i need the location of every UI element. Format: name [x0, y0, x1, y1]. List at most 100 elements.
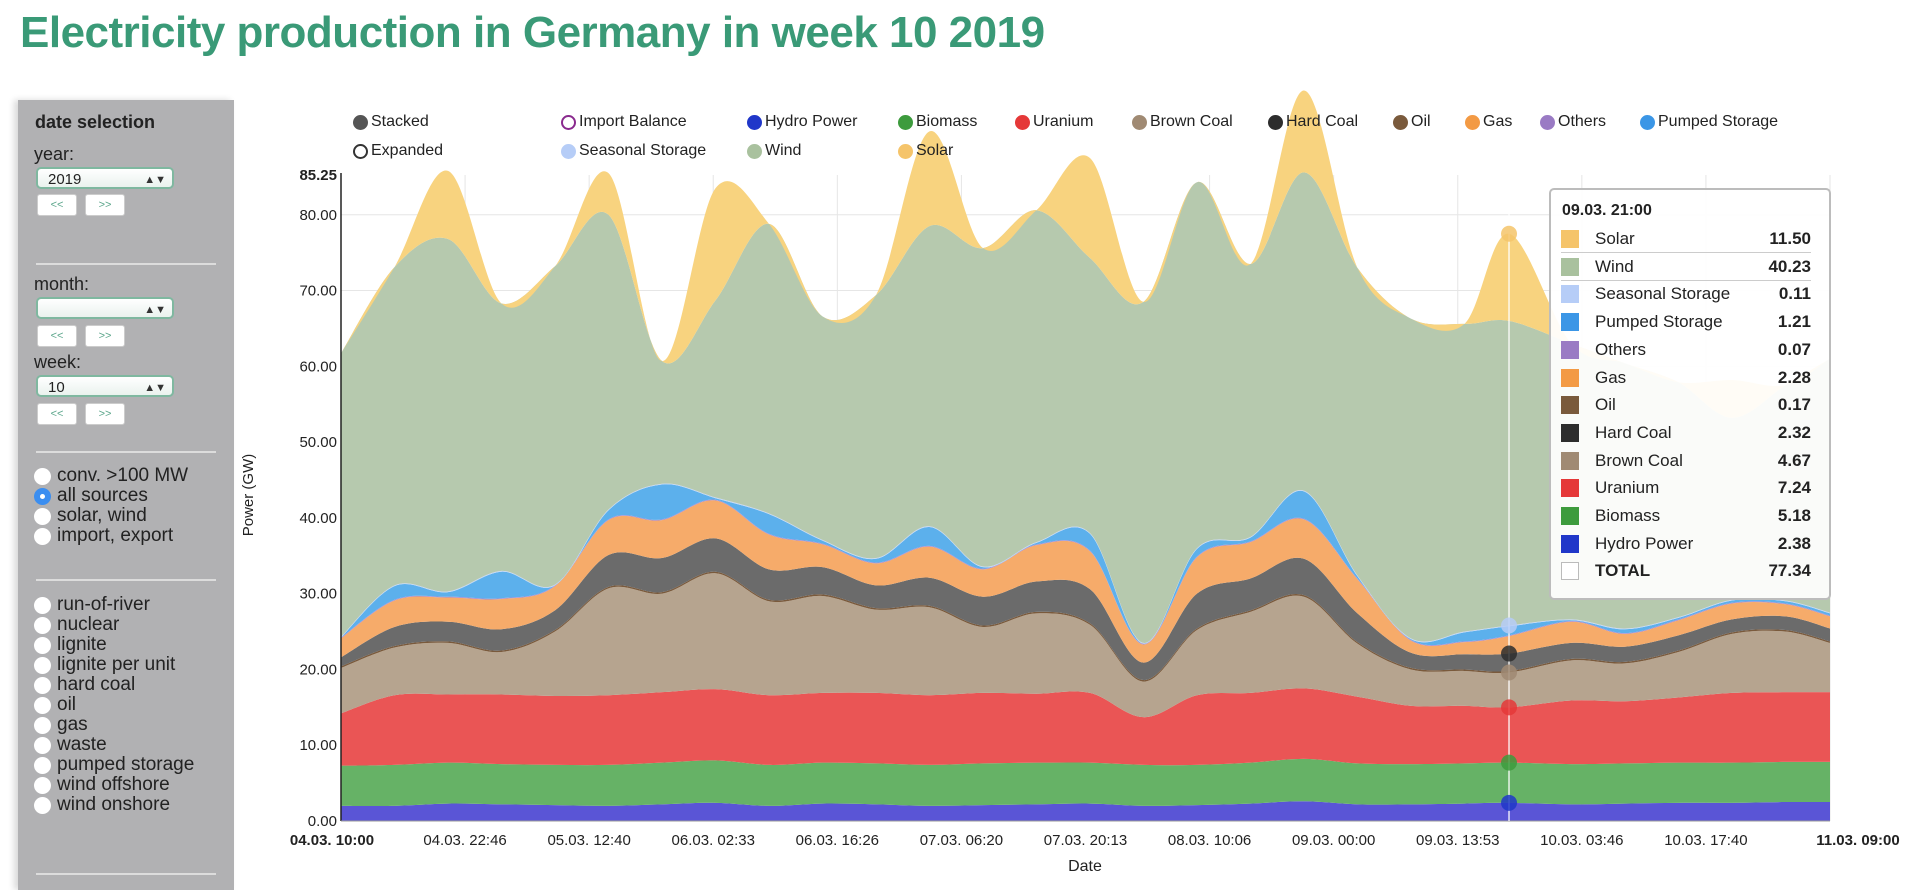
- legend-item-pumped-storage[interactable]: Pumped Storage: [1640, 113, 1778, 131]
- radio-unchecked-icon[interactable]: [34, 467, 51, 485]
- tooltip-row-name: Gas: [1595, 367, 1627, 387]
- tooltip-row-name: Oil: [1595, 395, 1616, 415]
- area-brown-coal[interactable]: [341, 573, 1830, 718]
- axes: [340, 173, 1830, 822]
- hollow-circle-icon: [561, 114, 576, 130]
- radio-label: all sources: [57, 485, 148, 506]
- hollow-circle-icon: [353, 143, 368, 159]
- radio-unchecked-icon[interactable]: [34, 756, 51, 774]
- radio-label: lignite per unit: [57, 654, 176, 675]
- type-radio-gas[interactable]: gas: [34, 714, 88, 736]
- legend-item-others[interactable]: Others: [1540, 113, 1606, 131]
- y-tick-label: 50.00: [299, 434, 337, 451]
- type-radio-oil[interactable]: oil: [34, 694, 76, 716]
- tooltip-row: Oil 0.17: [1561, 392, 1811, 418]
- select-arrows-icon: ▲▼: [144, 174, 166, 186]
- x-tick-label: 04.03. 22:46: [423, 832, 506, 849]
- hover-dot-uranium: [1501, 699, 1518, 716]
- type-radio-wind-offshore[interactable]: wind offshore: [34, 774, 170, 796]
- tooltip-row-name: Solar: [1595, 229, 1635, 248]
- radio-unchecked-icon[interactable]: [34, 716, 51, 734]
- legend-label: Expanded: [371, 142, 444, 159]
- month-select[interactable]: ▲▼: [36, 297, 174, 319]
- legend-item-oil[interactable]: Oil: [1393, 113, 1431, 131]
- type-radio-lignite[interactable]: lignite: [34, 634, 107, 656]
- source-radio-conv-100-mw[interactable]: conv. >100 MW: [34, 465, 188, 487]
- radio-unchecked-icon[interactable]: [34, 676, 51, 694]
- legend-item-expanded[interactable]: Expanded: [353, 142, 443, 160]
- radio-checked-icon[interactable]: [34, 487, 51, 505]
- week-select[interactable]: 10 ▲▼: [36, 375, 174, 397]
- tooltip-row: Biomass 5.18: [1561, 503, 1811, 529]
- legend-item-hydro-power[interactable]: Hydro Power: [747, 113, 857, 131]
- week-next-button[interactable]: >>: [85, 403, 125, 425]
- radio-unchecked-icon[interactable]: [34, 636, 51, 654]
- legend-item-seasonal-storage[interactable]: Seasonal Storage: [561, 142, 706, 160]
- area-gas[interactable]: [341, 500, 1830, 663]
- legend-item-hard-coal[interactable]: Hard Coal: [1268, 113, 1358, 131]
- area-biomass[interactable]: [341, 758, 1830, 807]
- radio-unchecked-icon[interactable]: [34, 507, 51, 525]
- area-uranium[interactable]: [341, 688, 1830, 766]
- y-tick-label: 0.00: [308, 813, 337, 830]
- radio-unchecked-icon[interactable]: [34, 596, 51, 614]
- legend-label: Hard Coal: [1286, 113, 1359, 130]
- tooltip-row: Wind 40.23: [1561, 254, 1811, 281]
- radio-label: oil: [57, 694, 77, 715]
- area-hard-coal[interactable]: [341, 538, 1830, 681]
- type-radio-wind-onshore[interactable]: wind onshore: [34, 794, 170, 816]
- legend-item-solar[interactable]: Solar: [898, 142, 953, 160]
- legend-item-biomass[interactable]: Biomass: [898, 113, 977, 131]
- legend-item-wind[interactable]: Wind: [747, 142, 801, 160]
- month-prev-button[interactable]: <<: [37, 325, 77, 347]
- tooltip-row-name: Brown Coal: [1595, 450, 1683, 470]
- divider: [36, 873, 216, 875]
- type-radio-run-of-river[interactable]: run-of-river: [34, 594, 150, 616]
- year-next-button[interactable]: >>: [85, 194, 125, 216]
- radio-label: wind offshore: [57, 774, 170, 795]
- filled-circle-icon: [747, 143, 762, 159]
- type-radio-lignite-per-unit[interactable]: lignite per unit: [34, 654, 175, 676]
- area-wind[interactable]: [341, 172, 1830, 643]
- legend-item-brown-coal[interactable]: Brown Coal: [1132, 113, 1233, 131]
- week-prev-button[interactable]: <<: [37, 403, 77, 425]
- color-swatch-icon: [1561, 479, 1579, 498]
- x-tick-label: 09.03. 00:00: [1292, 832, 1375, 849]
- type-radio-waste[interactable]: waste: [34, 734, 107, 756]
- year-select[interactable]: 2019 ▲▼: [36, 167, 174, 189]
- area-solar[interactable]: [341, 90, 1830, 418]
- x-tick-label: 04.03. 10:00: [290, 832, 374, 849]
- tooltip-row-value: 0.17: [1777, 395, 1811, 415]
- tooltip-row-value: 2.38: [1777, 533, 1811, 553]
- tooltip-row-value: 5.18: [1777, 506, 1811, 525]
- y-tick-label: 10.00: [299, 737, 337, 754]
- radio-unchecked-icon[interactable]: [34, 656, 51, 674]
- legend-label: Pumped Storage: [1658, 113, 1779, 130]
- month-next-button[interactable]: >>: [85, 325, 125, 347]
- type-radio-hard-coal[interactable]: hard coal: [34, 674, 135, 696]
- type-radio-pumped-storage[interactable]: pumped storage: [34, 754, 194, 776]
- radio-unchecked-icon[interactable]: [34, 776, 51, 794]
- legend-label: Solar: [916, 142, 954, 159]
- radio-unchecked-icon[interactable]: [34, 796, 51, 814]
- radio-unchecked-icon[interactable]: [34, 616, 51, 634]
- radio-unchecked-icon[interactable]: [34, 696, 51, 714]
- tooltip-row-value: 1.21: [1777, 312, 1811, 332]
- type-radio-nuclear[interactable]: nuclear: [34, 614, 119, 636]
- legend-item-uranium[interactable]: Uranium: [1015, 113, 1093, 131]
- radio-label: conv. >100 MW: [57, 465, 189, 486]
- source-radio-all-sources[interactable]: all sources: [34, 485, 148, 507]
- radio-unchecked-icon[interactable]: [34, 527, 51, 545]
- legend-item-stacked[interactable]: Stacked: [353, 113, 429, 131]
- year-prev-button[interactable]: <<: [37, 194, 77, 216]
- legend-item-import-balance[interactable]: Import Balance: [561, 113, 687, 131]
- year-select-value: 2019: [48, 171, 82, 188]
- legend-item-gas[interactable]: Gas: [1465, 113, 1512, 131]
- radio-unchecked-icon[interactable]: [34, 736, 51, 754]
- source-radio-solar-wind[interactable]: solar, wind: [34, 505, 147, 527]
- color-swatch-icon: [1561, 534, 1579, 553]
- month-label: month:: [34, 274, 90, 294]
- filled-circle-icon: [898, 143, 913, 159]
- source-radio-import-export[interactable]: import, export: [34, 525, 173, 547]
- area-hydro-power[interactable]: [341, 801, 1830, 821]
